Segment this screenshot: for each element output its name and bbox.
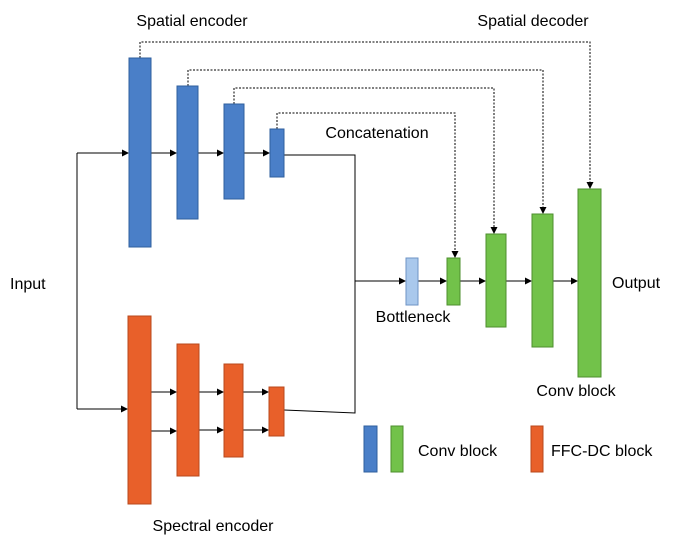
legend-ffc-dc-block: FFC-DC block: [551, 443, 653, 460]
concatenation-label: Concatenation: [325, 125, 428, 142]
legend-conv-block: Conv block: [418, 443, 498, 460]
output-label: Output: [612, 275, 661, 292]
input-label: Input: [10, 276, 46, 293]
conv-block-label: Conv block: [536, 383, 616, 400]
connectors: [76, 41, 594, 435]
spectral-encoder-label: Spectral encoder: [153, 518, 275, 535]
blocks: [127, 57, 602, 505]
bottleneck-label: Bottleneck: [376, 309, 452, 326]
spatial-decoder-label: Spatial decoder: [477, 13, 589, 30]
spatial-encoder-label: Spatial encoder: [136, 13, 248, 30]
